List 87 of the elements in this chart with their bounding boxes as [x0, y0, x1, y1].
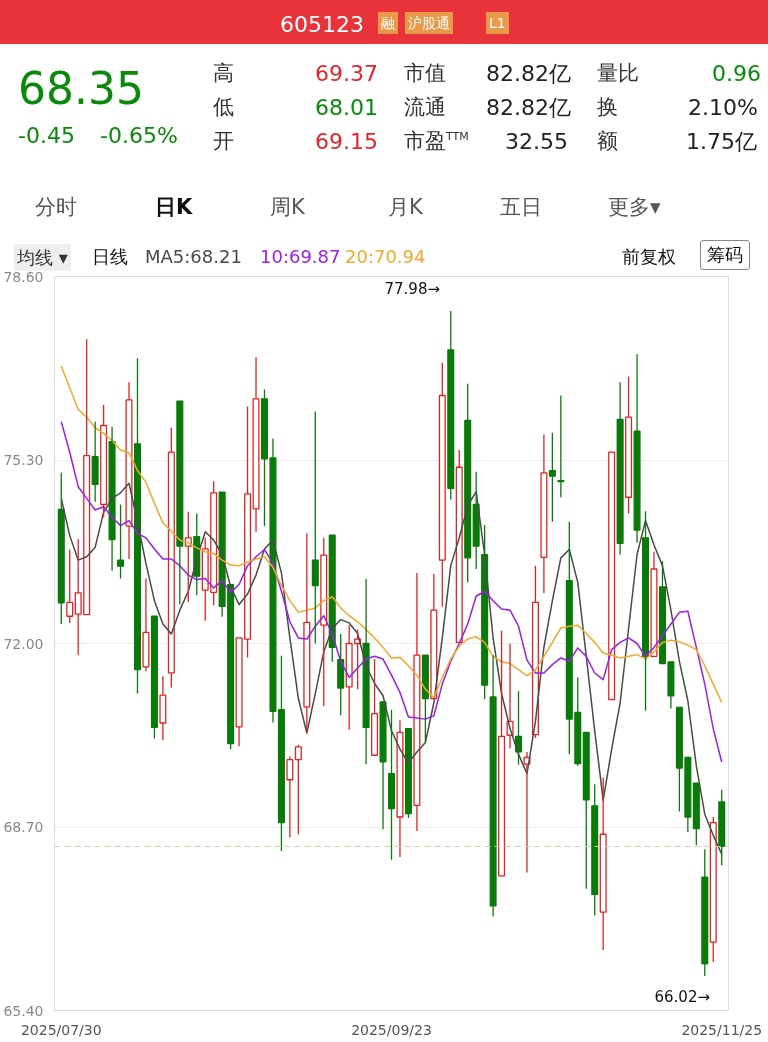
x-tick-label: 2025/09/23 [351, 1021, 432, 1038]
candlestick [371, 658, 379, 756]
x-tick-label: 2025/11/25 [681, 1021, 763, 1038]
text: 69.37 [315, 60, 378, 88]
text: 月K [388, 194, 423, 221]
text: 筹码 [700, 240, 750, 270]
candlestick [303, 532, 311, 734]
candlestick [108, 425, 116, 572]
y-tick-label: 65.40 [3, 1002, 44, 1019]
text: 82.82亿 [486, 60, 571, 88]
line-series [60, 365, 723, 704]
candlestick [633, 353, 641, 544]
text: 流通 [404, 94, 446, 121]
text: 69.15 [315, 128, 378, 156]
annotation: 66.02→ [654, 987, 711, 1006]
candlestick [413, 572, 421, 832]
text: 68.01 [315, 94, 378, 122]
candlestick [582, 731, 590, 890]
text: 沪股通 [405, 12, 453, 34]
text: 日K [155, 194, 193, 221]
text: -0.45 [18, 122, 75, 150]
candlestick [133, 357, 142, 695]
text: 更多▾ [608, 194, 661, 221]
text: 均线 ▾ [17, 247, 68, 268]
text: 周K [270, 194, 305, 221]
candlestick [362, 578, 370, 765]
candlestick [438, 362, 446, 608]
text: 换 [597, 94, 618, 121]
candlestick [379, 701, 387, 830]
candlestick [472, 471, 480, 570]
y-tick-label: 75.30 [3, 452, 44, 468]
text: 五日 [500, 194, 542, 221]
candlestick [311, 410, 319, 645]
text: 市值 [404, 60, 446, 87]
text: 前复权 [622, 245, 676, 269]
candlestick [498, 630, 506, 877]
text: 2.10% [688, 94, 758, 122]
text: 额 [597, 128, 618, 155]
candlestick [421, 654, 429, 744]
text: L1 [486, 12, 509, 34]
candlestick [396, 719, 404, 858]
candlestick [430, 573, 438, 700]
candlestick [591, 783, 599, 917]
candlestick [540, 433, 548, 594]
candlestick [125, 381, 133, 560]
candlestick [286, 755, 294, 839]
candlestick [277, 655, 285, 852]
candlestick [548, 432, 556, 523]
text: 1.75亿 [686, 128, 757, 156]
candlestick [608, 451, 616, 701]
text: 10:69.87 [260, 245, 341, 269]
candlestick [176, 400, 184, 606]
candlestick [464, 383, 472, 583]
text: 0.96 [712, 60, 761, 88]
candlestick [616, 381, 624, 556]
text: 开 [213, 128, 234, 155]
text: 高 [213, 60, 234, 87]
y-tick-label: 78.60 [3, 268, 44, 285]
text: 量比 [597, 60, 639, 87]
x-tick-label: 2025/07/30 [20, 1021, 102, 1038]
text: 日线 [92, 245, 128, 269]
text: 82.82亿 [486, 94, 571, 122]
line-series [60, 482, 723, 855]
text: -0.65% [100, 122, 178, 150]
candlestick [57, 472, 65, 625]
candlestick [641, 510, 650, 712]
candlestick [489, 654, 497, 918]
line-series [60, 420, 723, 763]
y-tick-label: 68.70 [3, 819, 44, 835]
candlestick [387, 709, 396, 861]
candlestick [599, 776, 607, 951]
candlestick [142, 577, 150, 672]
text: 融 [378, 12, 398, 34]
annotation: 77.98→ [384, 279, 441, 298]
text: 市盈$^{TTM}$ [404, 128, 469, 155]
text: 68.35 [18, 62, 144, 116]
candlestick [650, 551, 658, 657]
chart-title: 605123 [280, 11, 364, 39]
text: 20:70.94 [345, 245, 426, 269]
candlestick [159, 675, 167, 741]
text: 分时 [35, 194, 77, 221]
candlestick [91, 420, 99, 503]
text: MA5:68.21 [145, 245, 242, 269]
y-tick-label: 72.00 [3, 635, 44, 652]
text: 低 [213, 94, 234, 121]
text: 32.55 [505, 128, 568, 156]
candlestick [337, 633, 345, 716]
